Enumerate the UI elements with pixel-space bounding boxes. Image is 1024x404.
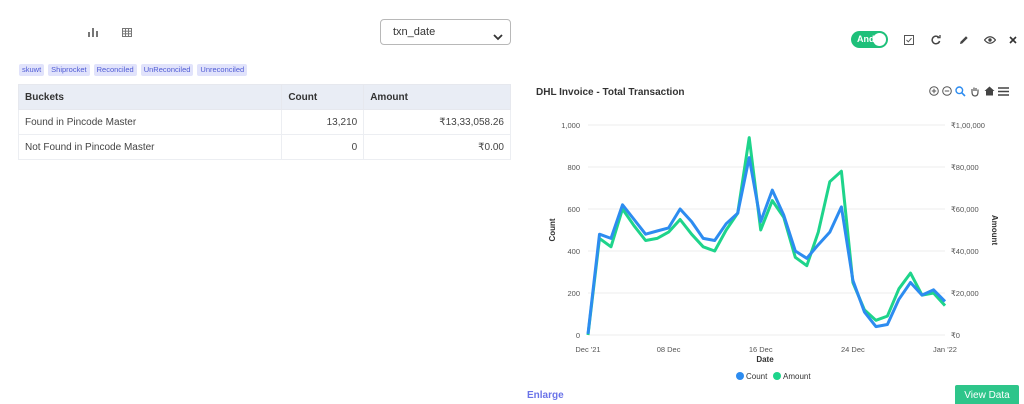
column-header-count[interactable]: Count bbox=[281, 84, 365, 110]
transaction-line-chart: 0 200 400 600 800 1,000 ₹0 ₹20,000 ₹40,000 ₹60,0… bbox=[548, 121, 999, 381]
filter-tag[interactable]: skuwt bbox=[19, 64, 45, 76]
x-tick-label: 16 Dec bbox=[749, 345, 773, 354]
filter-tag[interactable]: Unreconciled bbox=[197, 64, 248, 76]
y-tick-label: 1,000 bbox=[561, 121, 580, 130]
chart-legend: Count Amount bbox=[736, 372, 811, 381]
bar-chart-icon[interactable] bbox=[87, 26, 99, 38]
table-row: Found in Pincode Master 13,210 ₹13,33,05… bbox=[17, 109, 511, 135]
y2-tick-label: ₹20,000 bbox=[951, 289, 979, 298]
y2-tick-label: ₹80,000 bbox=[951, 163, 979, 172]
amount-cell: ₹13,33,058.26 bbox=[363, 109, 511, 135]
y2-tick-label: ₹0 bbox=[951, 331, 960, 340]
count-cell: 0 bbox=[281, 134, 365, 160]
home-icon[interactable] bbox=[984, 85, 995, 97]
series-line-count bbox=[586, 156, 947, 335]
edit-icon[interactable] bbox=[958, 34, 969, 45]
x-tick-label: 24 Dec bbox=[841, 345, 865, 354]
table-row: Not Found in Pincode Master 0 ₹0.00 bbox=[17, 134, 511, 160]
checkbox-icon[interactable] bbox=[903, 34, 914, 45]
y-tick-label: 600 bbox=[567, 205, 580, 214]
buckets-table: Buckets Count Amount Found in Pincode Ma… bbox=[17, 84, 511, 160]
eye-icon[interactable] bbox=[984, 34, 996, 45]
toggle-label: And bbox=[857, 34, 875, 44]
legend-label-count[interactable]: Count bbox=[746, 372, 768, 381]
x-axis-title: Date bbox=[756, 355, 774, 364]
menu-icon[interactable] bbox=[998, 85, 1009, 97]
zoom-out-icon[interactable] bbox=[941, 85, 952, 97]
close-icon[interactable] bbox=[1008, 35, 1018, 45]
table-icon[interactable] bbox=[121, 26, 133, 38]
column-header-amount[interactable]: Amount bbox=[363, 84, 511, 110]
y-axis-title: Count bbox=[548, 218, 557, 241]
x-tick-label: Jan '22 bbox=[933, 345, 957, 354]
legend-marker-amount[interactable] bbox=[773, 372, 781, 380]
amount-cell: ₹0.00 bbox=[363, 134, 511, 160]
y-tick-label: 400 bbox=[567, 247, 580, 256]
y-tick-label: 0 bbox=[576, 331, 580, 340]
column-header-buckets[interactable]: Buckets bbox=[17, 84, 283, 110]
y2-tick-label: ₹1,00,000 bbox=[951, 121, 985, 130]
zoom-in-icon[interactable] bbox=[928, 85, 939, 97]
legend-marker-count[interactable] bbox=[736, 372, 744, 380]
table-header-row: Buckets Count Amount bbox=[17, 84, 511, 110]
refresh-icon[interactable] bbox=[930, 34, 941, 45]
filter-tag[interactable]: Reconciled bbox=[93, 64, 137, 76]
chevron-down-icon bbox=[493, 28, 503, 46]
chart-title: DHL Invoice - Total Transaction bbox=[536, 87, 685, 98]
y2-axis-title: Amount bbox=[990, 215, 999, 246]
bucket-cell: Found in Pincode Master bbox=[17, 109, 283, 135]
and-or-toggle[interactable]: And bbox=[851, 31, 888, 48]
y-tick-label: 800 bbox=[567, 163, 580, 172]
filter-tag[interactable]: Shiprocket bbox=[48, 64, 90, 76]
toggle-knob bbox=[873, 33, 886, 46]
view-data-button[interactable]: View Data bbox=[955, 385, 1019, 404]
enlarge-link[interactable]: Enlarge bbox=[527, 390, 564, 401]
date-column-select[interactable]: txn_date bbox=[380, 19, 511, 45]
x-tick-label: 08 Dec bbox=[657, 345, 681, 354]
filter-tags: skuwt Shiprocket Reconciled UnReconciled… bbox=[19, 64, 248, 76]
filter-tag[interactable]: UnReconciled bbox=[140, 64, 194, 76]
count-cell: 13,210 bbox=[281, 109, 365, 135]
pan-hand-icon[interactable] bbox=[969, 85, 980, 97]
y2-tick-label: ₹40,000 bbox=[951, 247, 979, 256]
y2-tick-label: ₹60,000 bbox=[951, 205, 979, 214]
bucket-cell: Not Found in Pincode Master bbox=[17, 134, 283, 160]
select-value: txn_date bbox=[393, 26, 436, 38]
series-line-amount bbox=[586, 136, 947, 336]
y-tick-label: 200 bbox=[567, 289, 580, 298]
legend-label-amount[interactable]: Amount bbox=[783, 372, 811, 381]
magnify-icon[interactable] bbox=[955, 85, 966, 97]
x-tick-label: Dec '21 bbox=[575, 345, 600, 354]
